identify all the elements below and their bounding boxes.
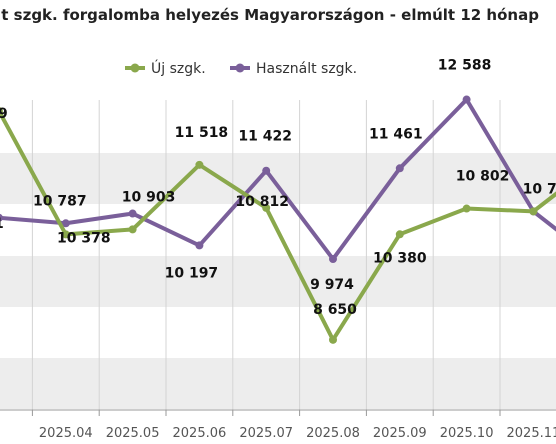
x-tick-label: 2025.07 <box>239 426 293 441</box>
data-point <box>329 335 337 344</box>
legend-entry: Új szgk. <box>151 59 206 77</box>
x-tick-label: 2025.09 <box>373 426 427 441</box>
data-label: 10 802 <box>456 169 510 185</box>
data-point <box>195 160 204 169</box>
data-label: 11 422 <box>238 129 292 145</box>
plot-bands <box>0 153 556 409</box>
data-point <box>262 203 271 212</box>
data-point <box>395 164 404 173</box>
edge-fragment-top: 9 <box>0 106 8 122</box>
plot-band <box>0 256 556 307</box>
x-axis-ticks: 2025.04 2025.05 2025.06 2025.07 2025.08 2025.… <box>31 410 556 441</box>
legend: Új szgk. Használt szgk. <box>125 59 357 77</box>
data-label: 11 461 <box>369 126 423 142</box>
data-point <box>0 213 3 222</box>
data-label: 10 380 <box>373 250 427 266</box>
legend-swatch-marker <box>235 63 245 73</box>
edge-fragment-mid: 1 <box>0 216 4 232</box>
plot-band <box>0 358 556 409</box>
data-label: 12 588 <box>438 58 492 74</box>
legend-entry: Használt szgk. <box>256 61 357 77</box>
data-label: 10 787 <box>33 193 87 209</box>
data-label: 10 903 <box>122 189 176 205</box>
data-label: 9 974 <box>310 277 354 293</box>
x-tick-label: 2025.05 <box>106 426 160 441</box>
series-line <box>0 109 556 342</box>
data-label: 10 378 <box>57 230 111 246</box>
data-point <box>329 255 337 264</box>
data-label: 10 197 <box>165 265 219 281</box>
data-point <box>262 166 271 175</box>
legend-swatch-marker <box>130 63 140 73</box>
data-point <box>195 241 204 250</box>
x-tick-label: 2025.08 <box>306 426 360 441</box>
plot-band <box>0 153 556 204</box>
data-point <box>462 204 471 213</box>
data-point <box>61 219 70 228</box>
data-point <box>0 107 3 115</box>
data-point <box>529 207 538 216</box>
data-label: 8 650 <box>313 302 357 318</box>
chart-title: Új és használt szgk. forgalomba helyezés… <box>0 5 539 24</box>
data-labels-layer: 10 378 10 903 11 518 10 812 8 650 10 380 10 80… <box>33 58 556 318</box>
x-tick-label: 2025.10 <box>440 426 494 441</box>
x-tick-label: 2025.06 <box>173 426 227 441</box>
series-line <box>0 97 556 262</box>
data-point <box>128 209 137 218</box>
x-tick-label: 2025.04 <box>39 426 93 441</box>
data-label: 11 518 <box>175 125 229 141</box>
series-layer <box>0 95 556 344</box>
data-point <box>462 95 471 104</box>
data-point <box>128 225 137 234</box>
data-point <box>61 230 70 239</box>
data-label: 10 812 <box>235 194 289 210</box>
x-tick-label: 2025.11 <box>507 426 556 441</box>
data-point <box>395 230 404 239</box>
data-label: 10 755 <box>523 181 556 197</box>
